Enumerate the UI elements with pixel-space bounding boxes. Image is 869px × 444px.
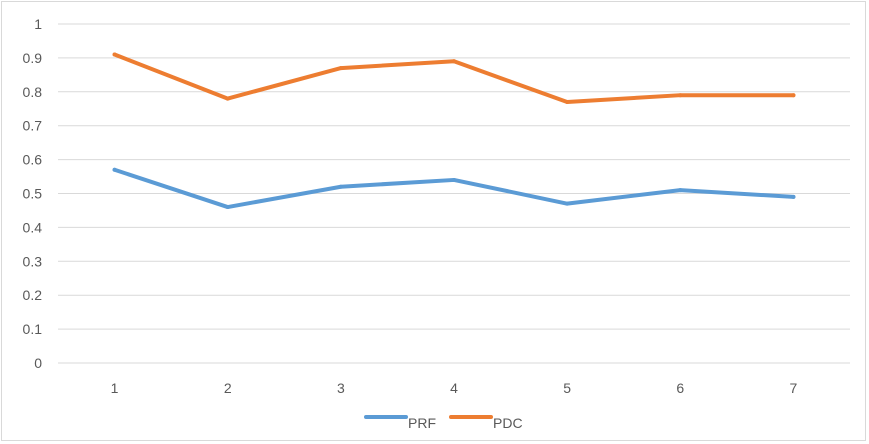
data-point-prf (225, 205, 230, 210)
legend-label-prf: PRF (408, 415, 436, 431)
y-tick-label: 0.6 (23, 152, 43, 168)
data-point-prf (112, 167, 117, 172)
data-point-pdc (225, 96, 230, 101)
data-point-prf (452, 177, 456, 182)
data-point-prf (565, 201, 570, 206)
y-tick-label: 0.5 (23, 186, 43, 202)
data-point-pdc (791, 93, 796, 98)
data-point-pdc (565, 99, 570, 104)
series-line-prf (112, 167, 796, 210)
data-point-prf (338, 184, 343, 189)
x-tick-label: 2 (224, 380, 232, 396)
x-axis-ticks: 1 2 3 4 5 6 7 (111, 380, 798, 396)
data-point-pdc (678, 93, 683, 98)
y-tick-label: 0.8 (23, 84, 43, 100)
legend: PRF PDC (364, 415, 523, 431)
x-tick-label: 7 (790, 380, 798, 396)
x-tick-label: 4 (450, 380, 458, 396)
data-point-pdc (338, 66, 343, 71)
x-tick-label: 5 (563, 380, 571, 396)
x-tick-label: 6 (676, 380, 684, 396)
data-point-prf (678, 188, 683, 193)
y-axis-ticks: 0 0.1 0.2 0.3 0.4 0.5 0.6 0.7 0.8 0.9 1 (23, 16, 43, 371)
x-tick-label: 3 (337, 380, 345, 396)
data-point-pdc (112, 52, 117, 57)
y-tick-label: 0.3 (23, 253, 43, 269)
y-tick-label: 0.9 (23, 50, 43, 66)
y-tick-label: 0.1 (23, 321, 43, 337)
data-point-pdc (452, 59, 456, 64)
y-tick-label: 0 (34, 355, 42, 371)
y-tick-label: 0.4 (23, 219, 43, 235)
legend-label-pdc: PDC (493, 415, 523, 431)
y-tick-label: 1 (34, 16, 42, 32)
series-lines (112, 52, 796, 210)
data-point-prf (791, 194, 796, 199)
y-tick-label: 0.7 (23, 118, 43, 134)
y-tick-label: 0.2 (23, 287, 43, 303)
x-tick-label: 1 (111, 380, 119, 396)
